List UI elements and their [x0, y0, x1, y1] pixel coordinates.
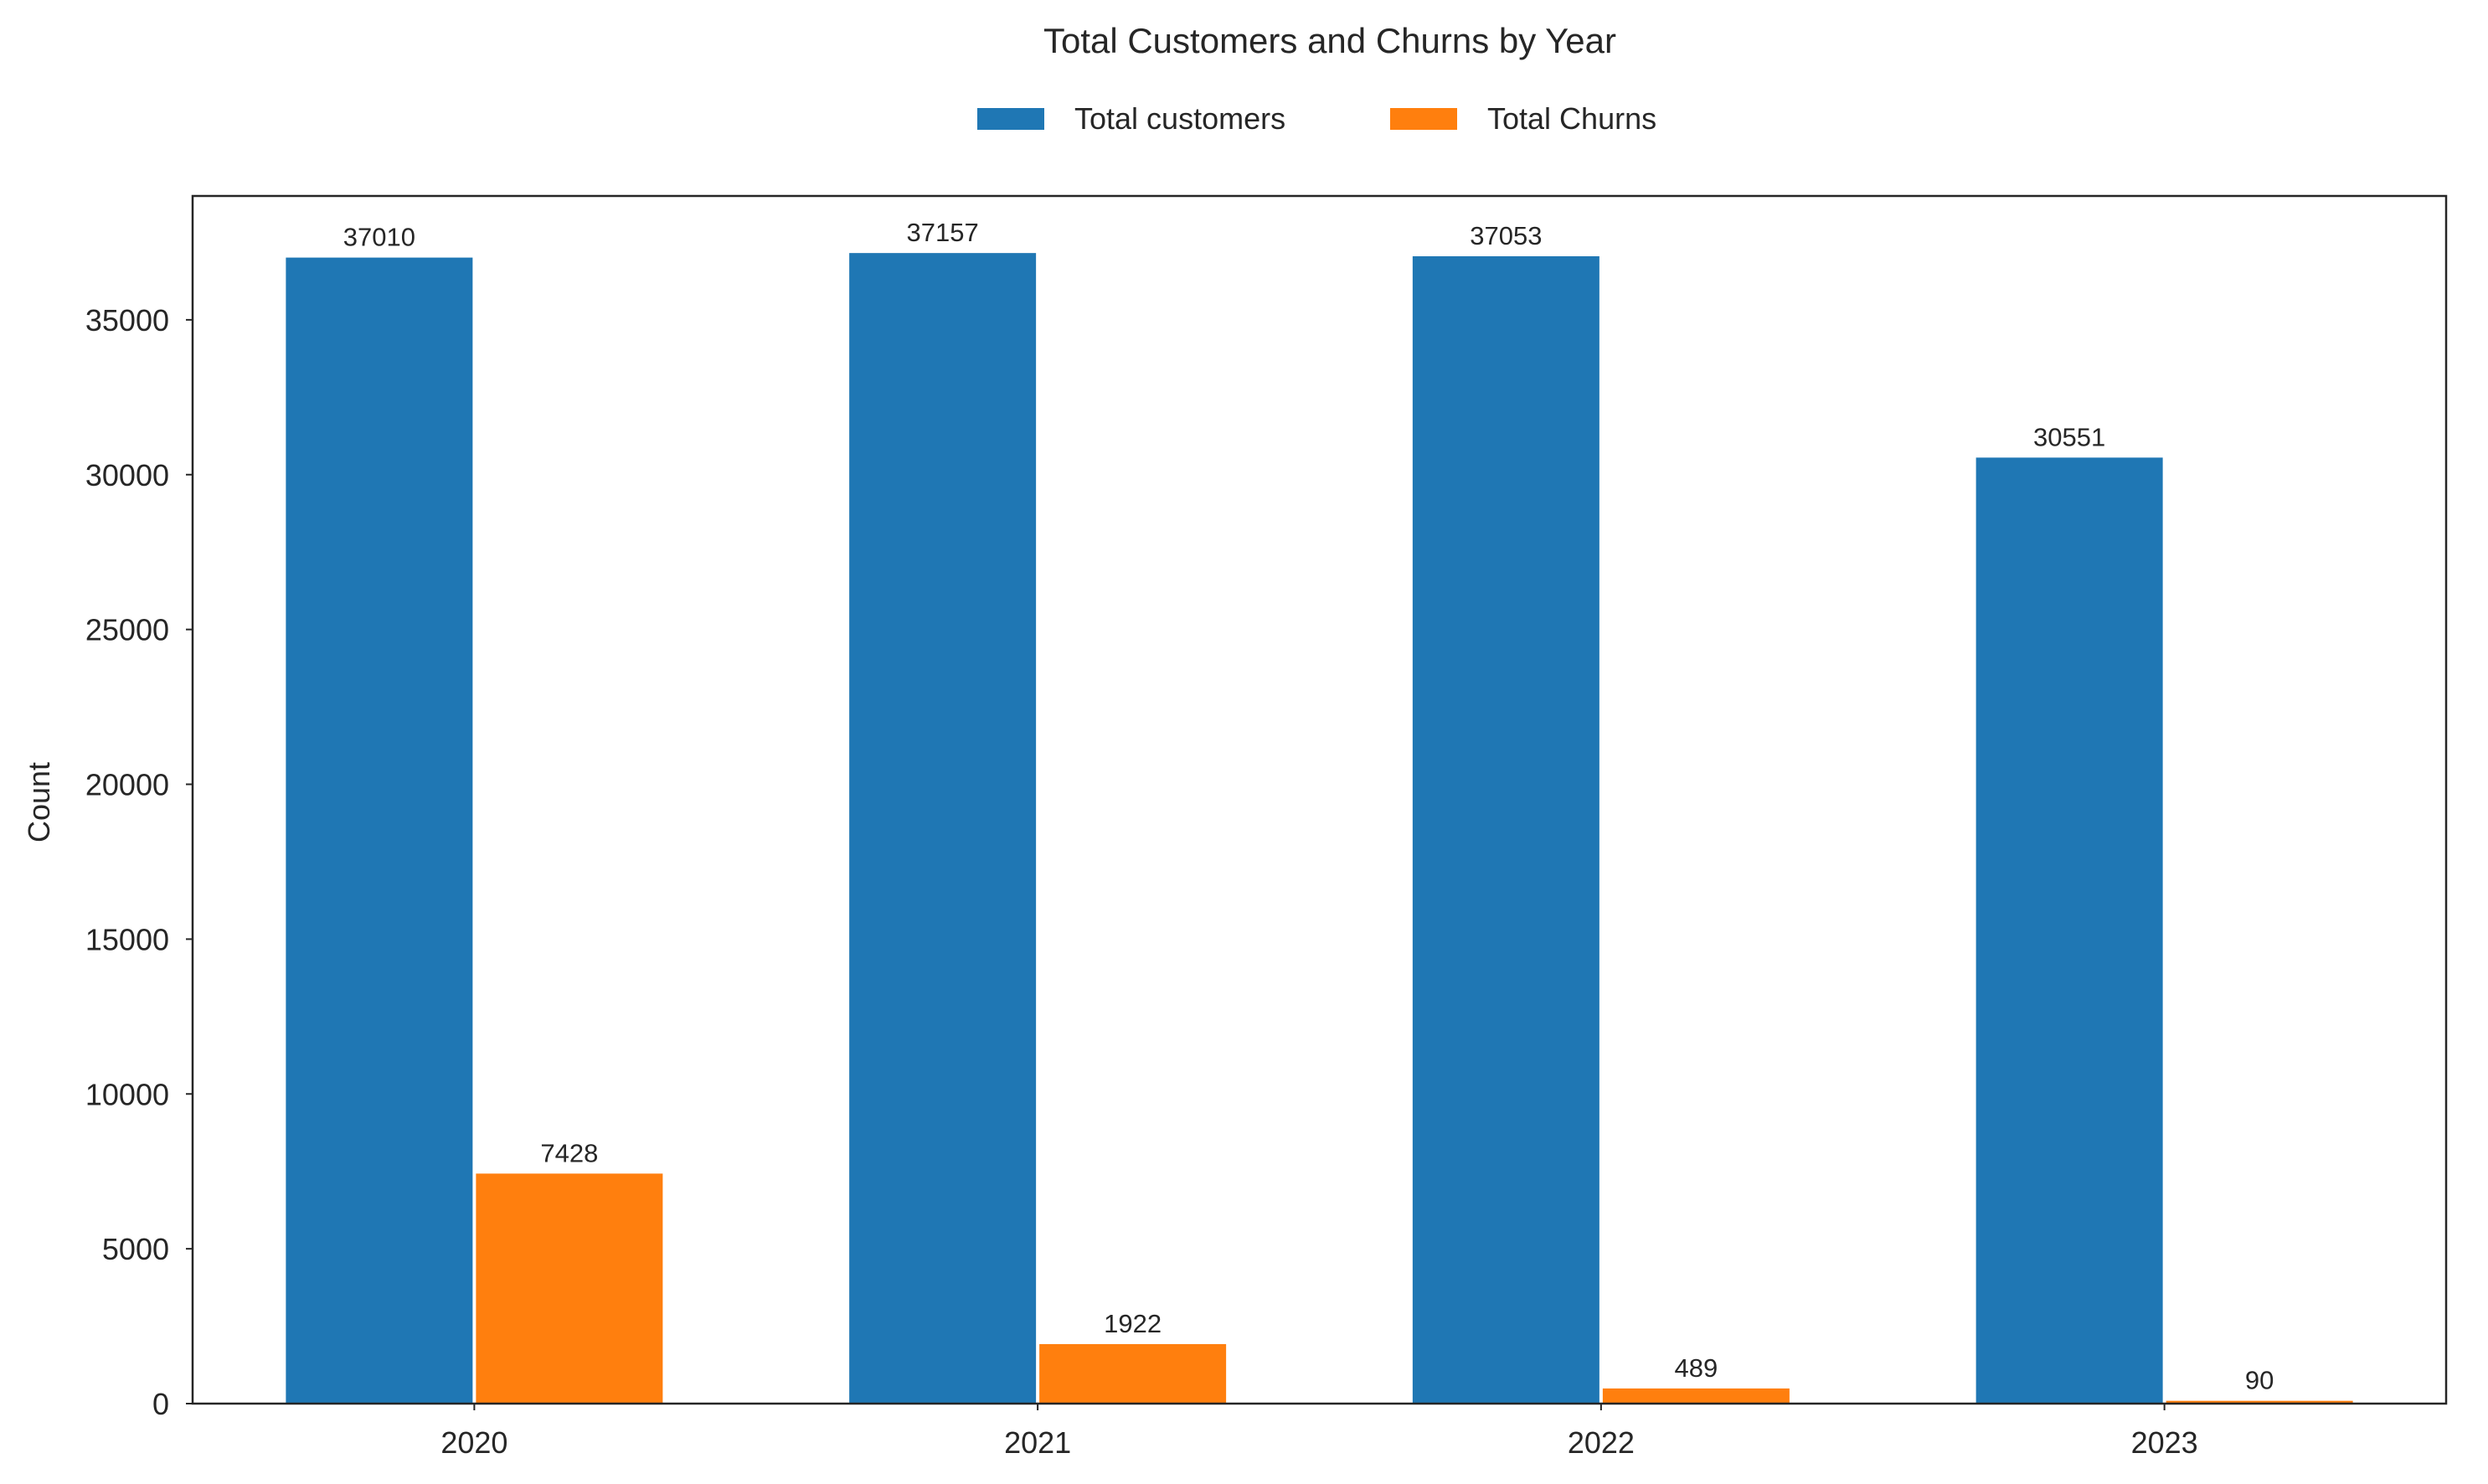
y-tick-label-10000: 10000	[85, 1077, 169, 1111]
chart-title: Total Customers and Churns by Year	[1043, 21, 1616, 60]
y-axis-ticks: 0 5000 10000 15000 20000 25000 30000 35000	[85, 303, 193, 1421]
y-tick-label-35000: 35000	[85, 303, 169, 338]
legend: Total customers Total Churns	[977, 101, 1656, 136]
bar-total-customers-2020	[286, 257, 473, 1404]
x-tick-label-2021: 2021	[1004, 1425, 1071, 1460]
legend-swatch-total-customers	[977, 108, 1044, 130]
data-label-total-churns-2022: 489	[1675, 1353, 1718, 1383]
bar-total-customers-2023	[1975, 457, 2163, 1404]
y-axis-label: Count	[22, 762, 56, 842]
y-tick-label-20000: 20000	[85, 768, 169, 802]
data-label-total-customers-2020: 37010	[343, 223, 415, 252]
bar-total-churns-2023	[2166, 1400, 2353, 1404]
bars-group	[286, 253, 2353, 1404]
plot-frame	[191, 194, 2448, 1405]
x-axis-ticks: 2020 2021 2022 2023	[440, 1404, 2198, 1460]
data-label-total-customers-2022: 37053	[1470, 221, 1542, 250]
legend-swatch-total-churns	[1390, 108, 1457, 130]
x-tick-label-2023: 2023	[2131, 1425, 2198, 1460]
y-tick-label-30000: 30000	[85, 458, 169, 492]
data-label-total-churns-2023: 90	[2245, 1366, 2274, 1395]
data-label-total-churns-2021: 1922	[1104, 1309, 1162, 1338]
bar-labels-group: 37010 7428 37157 1922 37053 489 30551 90	[343, 218, 2274, 1395]
x-tick-label-2022: 2022	[1568, 1425, 1635, 1460]
x-tick-label-2020: 2020	[440, 1425, 507, 1460]
bar-total-customers-2021	[849, 253, 1037, 1404]
bar-total-churns-2022	[1602, 1388, 1790, 1404]
bar-total-churns-2021	[1039, 1343, 1227, 1404]
legend-label-total-churns: Total Churns	[1487, 101, 1656, 136]
y-tick-label-25000: 25000	[85, 613, 169, 647]
y-tick-label-5000: 5000	[102, 1232, 169, 1266]
data-label-total-churns-2020: 7428	[540, 1138, 598, 1167]
y-tick-label-0: 0	[152, 1387, 169, 1421]
bar-total-customers-2022	[1412, 255, 1599, 1404]
legend-label-total-customers: Total customers	[1074, 101, 1285, 136]
bar-total-churns-2020	[476, 1173, 663, 1404]
data-label-total-customers-2023: 30551	[2033, 422, 2105, 451]
data-label-total-customers-2021: 37157	[907, 218, 979, 247]
y-tick-label-15000: 15000	[85, 922, 169, 956]
